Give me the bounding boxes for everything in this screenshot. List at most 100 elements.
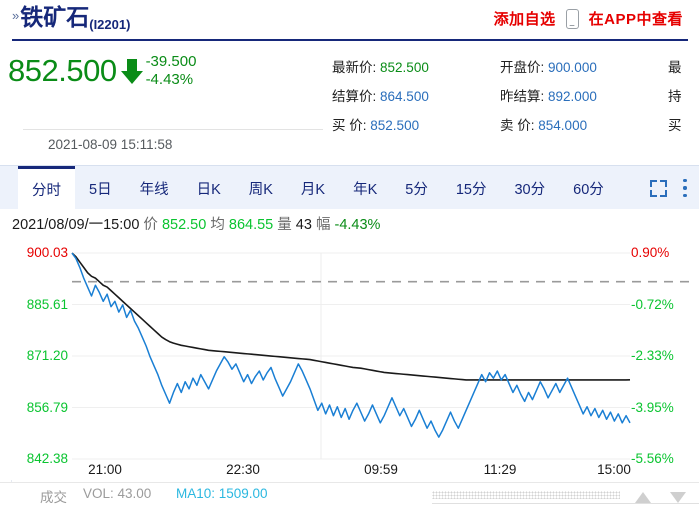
double-chevron-right-icon: » [12, 8, 20, 23]
readout-price-value: 852.50 [161, 217, 207, 233]
quote-label: 买 [668, 118, 682, 133]
tab-label: 年线 [139, 181, 169, 198]
tab-yearline[interactable]: 年线 [126, 166, 183, 210]
quote-label: 持 [668, 89, 682, 104]
y-axis-left-tick: 842.38 [26, 451, 68, 466]
view-in-app-button[interactable]: 在APP中查看 [588, 11, 683, 28]
readout-amplitude-label: 幅 [315, 217, 331, 233]
quote-panel: 852.500 -39.500 -4.43% 2021-08-09 15:11:… [0, 43, 699, 156]
quote-value: 900.000 [548, 60, 597, 75]
arrow-down-icon [120, 58, 143, 85]
y-axis-left-tick: 871.20 [26, 348, 68, 364]
quote-item-ask-price: 卖 价: 854.000 [500, 111, 597, 140]
quote-label: 最新价: [332, 60, 377, 75]
price-summary: 852.500 -39.500 -4.43% 2021-08-09 15:11:… [8, 53, 328, 152]
tab-30min[interactable]: 30分 [500, 166, 559, 210]
quote-item-settlement-price: 结算价: 864.500 [332, 82, 429, 111]
chart-readout: 2021/08/09/一15:00 价 852.50 均 864.55 量 43… [12, 213, 380, 234]
quote-value: 892.000 [548, 89, 597, 104]
tab-label: 60分 [573, 181, 604, 198]
kebab-menu-icon[interactable] [683, 179, 687, 197]
tab-daily-k[interactable]: 日K [183, 166, 235, 210]
y-axis-right-tick: -0.72% [631, 296, 674, 312]
instrument-name: 铁矿石 [20, 4, 90, 30]
tab-label: 5分 [405, 181, 428, 198]
y-axis-right-tick: -3.95% [631, 399, 674, 415]
tab-5min[interactable]: 5分 [391, 166, 442, 210]
tab-monthly-k[interactable]: 月K [287, 166, 339, 210]
x-axis-time: 21:00 22:30 09:59 11:29 15:00 [0, 462, 699, 484]
price-deltas: -39.500 -4.43% [146, 53, 197, 89]
triangle-up-icon[interactable] [635, 492, 651, 503]
quote-item-bid-price: 买 价: 852.500 [332, 111, 429, 140]
tab-weekly-k[interactable]: 周K [235, 166, 287, 210]
intraday-chart[interactable]: 900.03 885.61 871.20 856.79 842.38 0.90% -0.7… [0, 237, 699, 480]
chart-gridlines [72, 252, 630, 460]
tab-list: 分时 5日 年线 日K 周K 月K 年K 5分 15分 30分 60分 [18, 166, 618, 210]
y-axis-left-tick: 885.61 [26, 296, 68, 312]
instrument-code: (I2201) [89, 17, 131, 32]
x-axis-tick: 21:00 [88, 462, 122, 477]
volume-value: VOL: 43.00 [83, 486, 152, 501]
tab-tools [650, 166, 687, 210]
chart-readout-bar: 2021/08/09/一15:00 价 852.50 均 864.55 量 43… [0, 209, 699, 237]
price-row: 852.500 -39.500 -4.43% [8, 53, 328, 89]
chart-period-tabbar: 分时 5日 年线 日K 周K 月K 年K 5分 15分 30分 60分 [0, 165, 699, 210]
page-header: » 铁矿石 (I2201) 添加自选 在APP中查看 [0, 0, 699, 41]
y-axis-left-tick: 900.03 [26, 245, 68, 260]
price-line [71, 252, 631, 438]
quote-label: 最 [668, 60, 682, 75]
volume-bars-preview [432, 491, 620, 499]
y-axis-right-tick: -2.33% [631, 348, 674, 364]
quote-column-2: 开盘价: 900.000 昨结算: 892.000 卖 价: 854.000 [500, 53, 597, 140]
y-axis-right-tick: 0.90% [631, 245, 670, 260]
tab-yearly-k[interactable]: 年K [339, 166, 391, 210]
quote-value: 854.000 [538, 118, 588, 133]
quote-item-high-price-clipped: 最 [668, 53, 699, 82]
quote-value: 852.500 [370, 118, 420, 133]
x-axis-tick: 09:59 [364, 462, 398, 477]
x-axis-tick: 22:30 [226, 462, 260, 477]
x-axis-tick: 15:00 [597, 462, 631, 477]
volume-section-label: 成交 [40, 490, 67, 505]
quote-label: 结算价: [332, 89, 377, 104]
readout-volume-value: 43 [295, 217, 312, 233]
fullscreen-expand-icon[interactable] [650, 179, 667, 197]
quote-timestamp: 2021-08-09 15:11:58 [48, 137, 173, 152]
quote-item-bid-volume-clipped: 买 [668, 111, 699, 140]
tab-label: 日K [196, 181, 221, 198]
quote-divider [23, 129, 323, 130]
tab-60min[interactable]: 60分 [559, 166, 618, 210]
tab-label: 30分 [514, 181, 546, 198]
header-divider [12, 39, 688, 41]
tab-label: 5日 [89, 181, 112, 198]
chart-canvas [71, 252, 692, 460]
quote-label: 买 价: [332, 118, 367, 133]
volume-footer: 成交 VOL: 43.00 MA10: 1509.00 [0, 482, 699, 509]
quote-column-3-clipped: 最 持 买 [668, 53, 699, 140]
tab-fenshi[interactable]: 分时 [18, 166, 75, 210]
readout-datetime: 2021/08/09/一15:00 [12, 217, 140, 233]
tab-5day[interactable]: 5日 [75, 166, 126, 210]
triangle-down-icon[interactable] [670, 492, 686, 503]
quote-item-open-price: 开盘价: 900.000 [500, 53, 597, 82]
quote-item-prev-settlement: 昨结算: 892.000 [500, 82, 597, 111]
average-price-line [71, 252, 631, 381]
quote-column-1: 最新价: 852.500 结算价: 864.500 买 价: 852.500 [332, 53, 429, 140]
tab-label: 周K [248, 181, 273, 198]
tab-label: 分时 [32, 183, 61, 199]
readout-volume-label: 量 [277, 217, 292, 233]
readout-avg-label: 均 [210, 217, 225, 233]
mobile-phone-icon [565, 8, 579, 29]
quote-value: 852.500 [380, 60, 429, 75]
quote-label: 开盘价: [500, 60, 545, 75]
quote-item-open-interest-clipped: 持 [668, 82, 699, 111]
add-watchlist-button[interactable]: 添加自选 [493, 11, 556, 28]
change-percent: -4.43% [145, 71, 194, 88]
readout-price-label: 价 [143, 217, 158, 233]
x-axis-tick: 11:29 [483, 462, 517, 477]
quote-label: 卖 价: [500, 118, 535, 133]
tab-15min[interactable]: 15分 [442, 166, 501, 210]
tab-label: 年K [353, 181, 378, 198]
